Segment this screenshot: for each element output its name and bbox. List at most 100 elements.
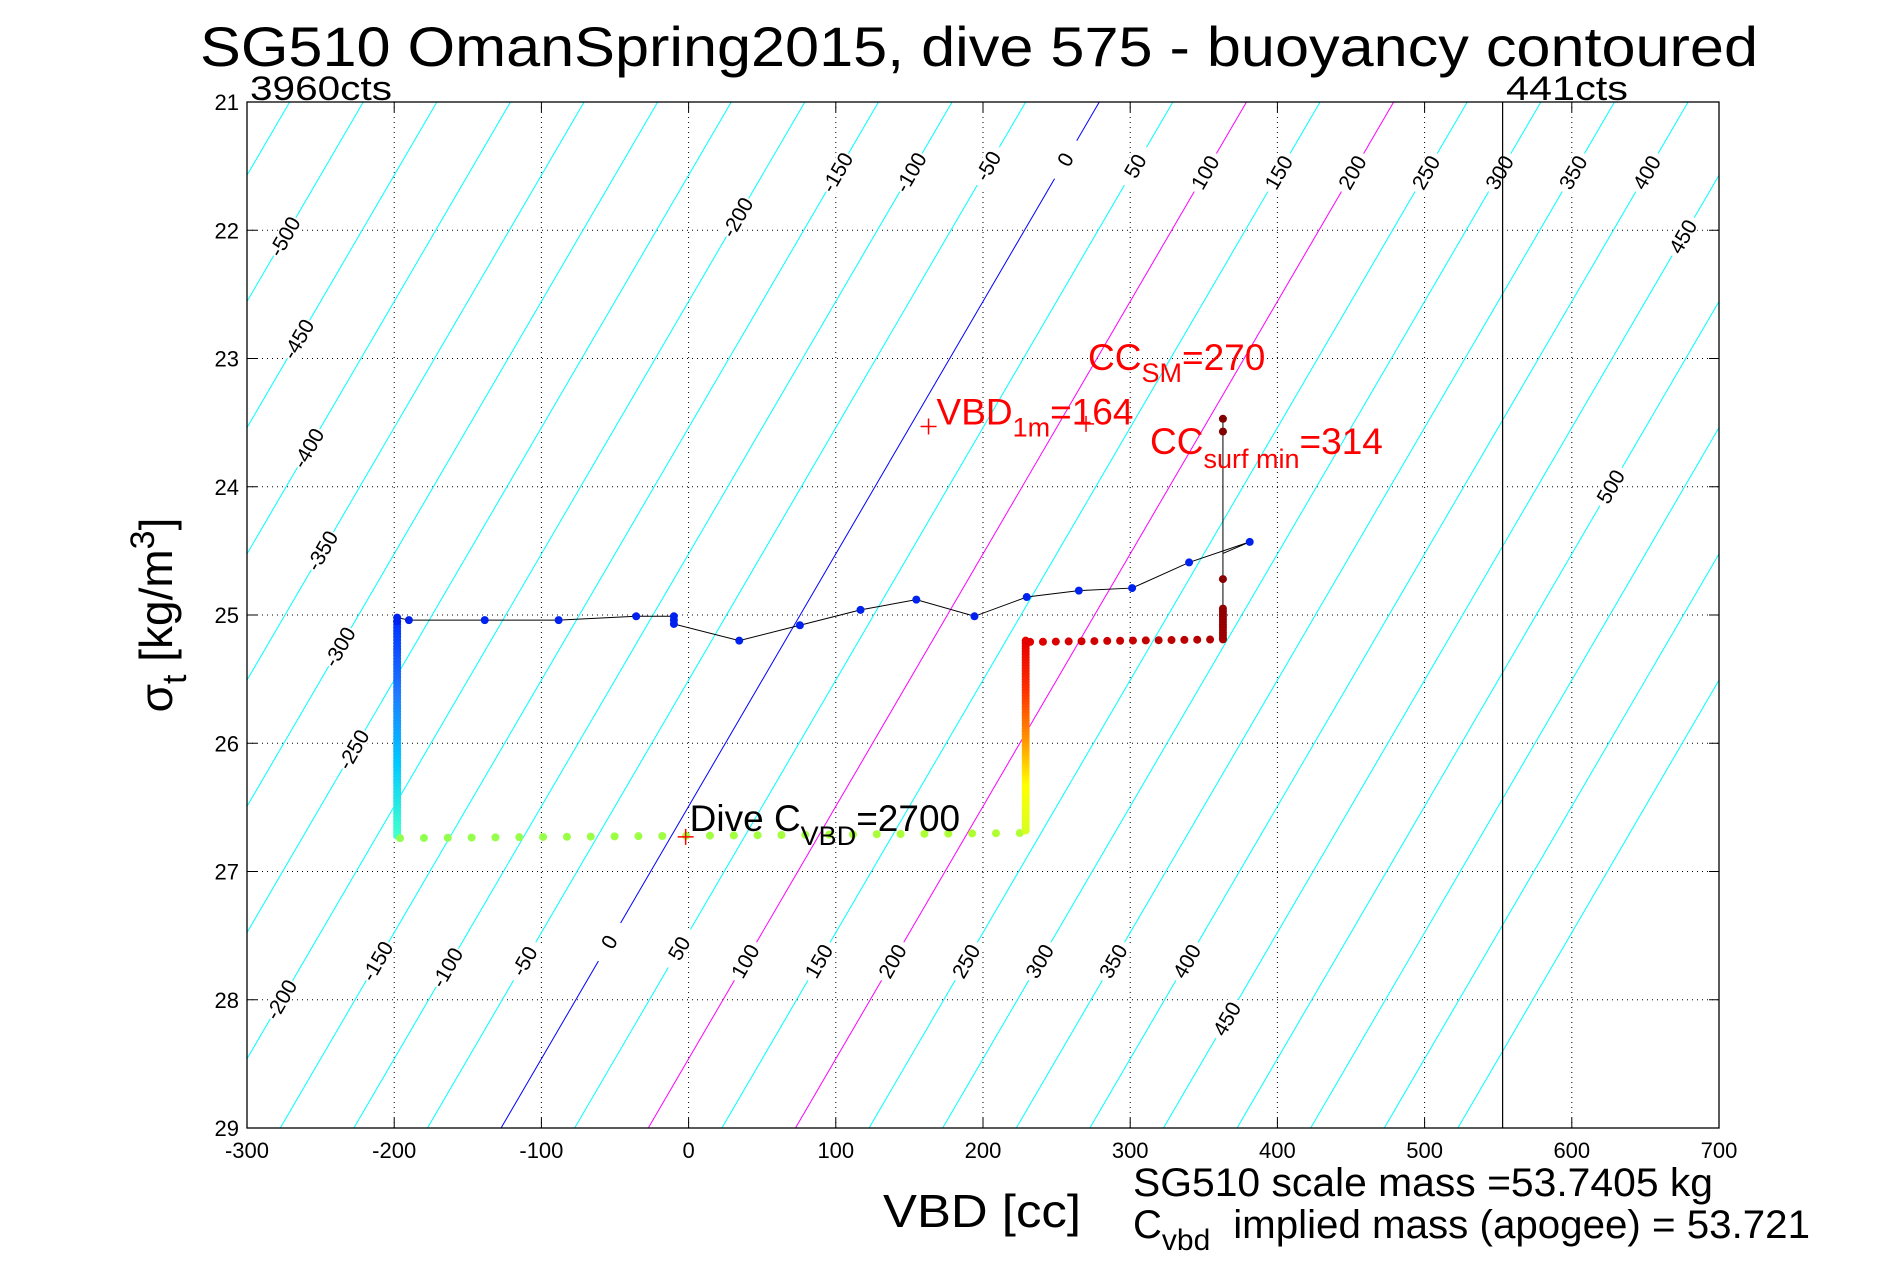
cc-surf-min-label: CCsurf min=314 xyxy=(1150,421,1383,474)
contour-label-bg xyxy=(1664,213,1702,261)
dive-point xyxy=(443,833,452,842)
dive-point xyxy=(610,832,619,841)
climb-point xyxy=(1245,537,1254,546)
contour-line xyxy=(246,101,438,428)
contour-label-bg xyxy=(1628,148,1666,197)
climb-point xyxy=(554,616,563,625)
y-tick-label: 28 xyxy=(215,988,239,1013)
dive-point xyxy=(1206,635,1215,644)
cc-sm-label: CCSM=270 xyxy=(1088,337,1265,388)
dive-point xyxy=(1026,637,1035,646)
contour-label-bg xyxy=(321,623,359,671)
contour-label-bg xyxy=(1046,136,1085,184)
contour-label-bg xyxy=(1168,937,1206,985)
contour-line xyxy=(246,101,585,681)
contour-label-bg xyxy=(505,937,544,985)
left-counts-label: 3960cts xyxy=(250,70,392,108)
contour-label-bg xyxy=(279,315,318,363)
dive-point xyxy=(991,829,1000,838)
cc-surf-sub: surf min xyxy=(1203,444,1299,474)
dive-point xyxy=(1193,635,1202,644)
contour-label-bg xyxy=(660,924,699,973)
dive-point xyxy=(1077,637,1086,646)
dive-c-main: Dive C xyxy=(690,798,801,839)
dive-point xyxy=(1116,636,1125,645)
contour-label-bg xyxy=(1021,937,1059,985)
contour-line xyxy=(1310,427,1720,1129)
dive-point xyxy=(848,830,857,839)
cc-surf-main: CC xyxy=(1150,421,1203,462)
contour-label-bg xyxy=(800,937,838,985)
contour-label-bg xyxy=(262,976,301,1024)
contour-label-bg xyxy=(1407,148,1445,197)
climb-point xyxy=(735,636,744,645)
data-series xyxy=(393,102,1504,1128)
y-tick-label: 25 xyxy=(215,603,239,628)
contour-label-bg xyxy=(1333,148,1372,197)
dive-point xyxy=(896,830,905,839)
y-label-close: ] xyxy=(130,518,182,531)
dive-point xyxy=(634,832,643,841)
dive-point xyxy=(1218,575,1227,584)
contour-label-bg xyxy=(969,142,1008,190)
cc-sm-marker xyxy=(1078,415,1095,432)
cc-surf-value: =314 xyxy=(1300,421,1383,462)
dive-point xyxy=(1154,636,1163,645)
x-tick-label: 700 xyxy=(1701,1138,1738,1163)
contour-label-bg xyxy=(303,527,342,575)
y-tick-label: 22 xyxy=(215,218,239,243)
y-label-sigma: σ xyxy=(130,684,182,712)
dive-point xyxy=(825,830,834,839)
dive-point xyxy=(419,833,428,842)
climb-point xyxy=(970,612,979,621)
implied-mass-sub: vbd xyxy=(1162,1224,1210,1257)
dive-point xyxy=(944,829,953,838)
contour-label-bg xyxy=(1094,937,1133,985)
contour-label-bg xyxy=(818,148,857,197)
contour-label-bg xyxy=(1186,148,1225,197)
y-label-unit: [kg/m xyxy=(130,549,182,674)
y-tick-label: 26 xyxy=(215,731,239,756)
contour-label-bg xyxy=(1208,995,1246,1043)
contour-line xyxy=(246,101,364,302)
dive-point xyxy=(1103,636,1112,645)
cc-sm-sub: SM xyxy=(1141,358,1182,388)
y-label-sup: 3 xyxy=(124,530,162,549)
dive-point xyxy=(705,831,714,840)
annotations: VBD1m=164 CCSM=270 CCsurf min=314 Dive C… xyxy=(690,337,1383,851)
dive-point xyxy=(1218,427,1227,436)
dive-point xyxy=(586,832,595,841)
contour-label-bg xyxy=(289,424,328,472)
dive-point xyxy=(491,833,500,842)
dive-point xyxy=(1038,637,1047,646)
dive-point xyxy=(562,832,571,841)
cc-sm-main: CC xyxy=(1088,337,1141,378)
climb-point xyxy=(1074,586,1083,595)
contour-line xyxy=(246,101,732,933)
dive-point xyxy=(920,829,929,838)
dive-point xyxy=(467,833,476,842)
y-tick-label: 23 xyxy=(215,347,239,372)
climb-point xyxy=(393,613,402,622)
x-tick-label: -100 xyxy=(519,1138,563,1163)
climb-point xyxy=(856,605,865,614)
x-tick-label: 200 xyxy=(965,1138,1002,1163)
dive-point xyxy=(1128,636,1137,645)
implied-mass-label: Cvbd implied mass (apogee) = 53.721 xyxy=(1133,1203,1810,1257)
y-tick-label: 24 xyxy=(215,475,239,500)
contour-label-bg xyxy=(334,726,373,774)
y-axis-label: σt [kg/m3] xyxy=(124,518,194,713)
x-tick-label: -200 xyxy=(372,1138,416,1163)
dive-point xyxy=(1090,637,1099,646)
contour-label-bg xyxy=(1554,148,1593,197)
contour-label-bg xyxy=(947,937,986,985)
dive-c-marker xyxy=(677,828,694,845)
dive-point xyxy=(1141,636,1150,645)
climb-point xyxy=(1128,584,1137,593)
cc-sm-value: =270 xyxy=(1182,337,1265,378)
x-tick-label: 100 xyxy=(817,1138,854,1163)
dive-c-sub: VBD xyxy=(801,821,857,851)
x-tick-label: 500 xyxy=(1406,1138,1443,1163)
dive-point xyxy=(1218,414,1227,423)
contour-line xyxy=(246,101,511,555)
